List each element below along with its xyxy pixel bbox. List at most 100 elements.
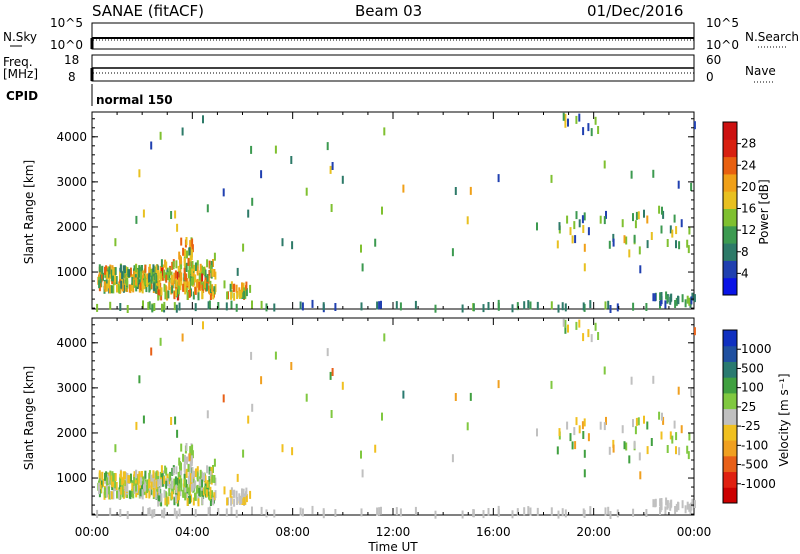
data-point bbox=[669, 431, 672, 440]
data-point bbox=[578, 425, 581, 434]
data-point bbox=[688, 432, 691, 441]
data-point bbox=[168, 477, 170, 486]
data-point bbox=[360, 244, 362, 253]
data-point bbox=[564, 319, 567, 328]
data-point bbox=[174, 270, 177, 279]
data-point bbox=[135, 489, 138, 498]
data-point bbox=[652, 499, 655, 508]
data-point bbox=[235, 509, 238, 518]
data-point bbox=[249, 284, 252, 293]
data-point bbox=[122, 270, 125, 279]
data-point bbox=[114, 267, 117, 276]
data-point bbox=[666, 501, 669, 510]
data-point bbox=[311, 299, 314, 308]
data-point bbox=[181, 127, 184, 136]
x-tick-label: 12:00 bbox=[376, 525, 411, 539]
data-point bbox=[172, 467, 175, 476]
data-point bbox=[157, 273, 160, 282]
colorbar-block bbox=[723, 408, 737, 425]
data-point bbox=[135, 421, 138, 430]
data-point bbox=[209, 491, 212, 499]
data-point bbox=[146, 479, 149, 488]
data-point bbox=[633, 234, 636, 243]
data-point bbox=[334, 303, 337, 311]
data-point bbox=[194, 274, 197, 283]
data-point bbox=[251, 506, 253, 515]
power-axes: 1000 2000 3000 4000 bbox=[56, 112, 695, 309]
data-point bbox=[157, 292, 160, 301]
data-point bbox=[209, 285, 212, 293]
data-point bbox=[186, 497, 189, 506]
data-point bbox=[190, 277, 193, 286]
data-point bbox=[664, 300, 667, 309]
data-point bbox=[241, 490, 244, 499]
data-point bbox=[634, 220, 637, 229]
data-point bbox=[178, 483, 180, 492]
data-point bbox=[646, 240, 649, 249]
data-point bbox=[207, 275, 210, 284]
data-point bbox=[204, 279, 207, 288]
data-point bbox=[202, 487, 205, 496]
data-point bbox=[556, 240, 559, 249]
nsky-left-tick-top: 10^5 bbox=[50, 16, 83, 30]
data-point bbox=[666, 445, 669, 453]
data-point bbox=[153, 283, 156, 292]
data-point bbox=[171, 261, 174, 270]
data-point bbox=[199, 469, 202, 478]
data-point bbox=[201, 282, 204, 291]
data-point bbox=[225, 302, 228, 311]
data-point bbox=[175, 279, 178, 288]
data-point bbox=[135, 475, 138, 484]
data-point bbox=[638, 246, 641, 255]
data-point bbox=[378, 507, 381, 516]
data-point bbox=[208, 260, 211, 269]
velocity-panel: 1000 2000 3000 4000 Slant Range [km] bbox=[22, 317, 696, 519]
data-point bbox=[625, 236, 628, 245]
data-point bbox=[603, 160, 606, 169]
data-point bbox=[281, 238, 284, 247]
data-point bbox=[198, 281, 201, 290]
data-point bbox=[191, 244, 194, 253]
data-point bbox=[180, 443, 183, 452]
data-point bbox=[673, 420, 676, 429]
colorbar-tick-label: 100 bbox=[741, 381, 764, 395]
data-point bbox=[191, 238, 194, 247]
data-point bbox=[690, 296, 693, 305]
data-point bbox=[202, 281, 205, 290]
data-point bbox=[198, 487, 201, 496]
data-point bbox=[578, 219, 581, 228]
data-point bbox=[395, 507, 398, 516]
colorbar-block bbox=[723, 455, 737, 473]
data-point bbox=[118, 491, 121, 500]
data-point bbox=[138, 265, 141, 274]
y-tick-label: 2000 bbox=[56, 426, 87, 440]
data-point bbox=[582, 431, 585, 439]
data-point bbox=[587, 123, 590, 132]
data-point bbox=[163, 507, 166, 516]
data-point bbox=[557, 304, 560, 313]
data-point bbox=[129, 491, 132, 500]
data-point bbox=[171, 467, 174, 476]
data-point bbox=[179, 282, 182, 291]
data-point bbox=[191, 474, 194, 483]
data-point bbox=[174, 476, 177, 485]
data-point bbox=[290, 362, 293, 370]
data-point bbox=[178, 508, 181, 517]
data-point bbox=[454, 187, 457, 195]
colorbar-block bbox=[723, 471, 737, 488]
data-point bbox=[527, 300, 530, 309]
data-point bbox=[180, 277, 183, 286]
data-point bbox=[583, 243, 586, 252]
data-point bbox=[677, 295, 679, 304]
data-point bbox=[213, 286, 216, 295]
data-point bbox=[240, 289, 243, 298]
power-points bbox=[96, 112, 696, 313]
colorbar-block bbox=[723, 173, 737, 192]
y-tick-label: 3000 bbox=[56, 381, 87, 395]
data-point bbox=[100, 480, 103, 489]
data-point bbox=[241, 284, 244, 293]
data-point bbox=[177, 471, 180, 480]
data-point bbox=[126, 479, 129, 488]
data-point bbox=[129, 285, 132, 294]
